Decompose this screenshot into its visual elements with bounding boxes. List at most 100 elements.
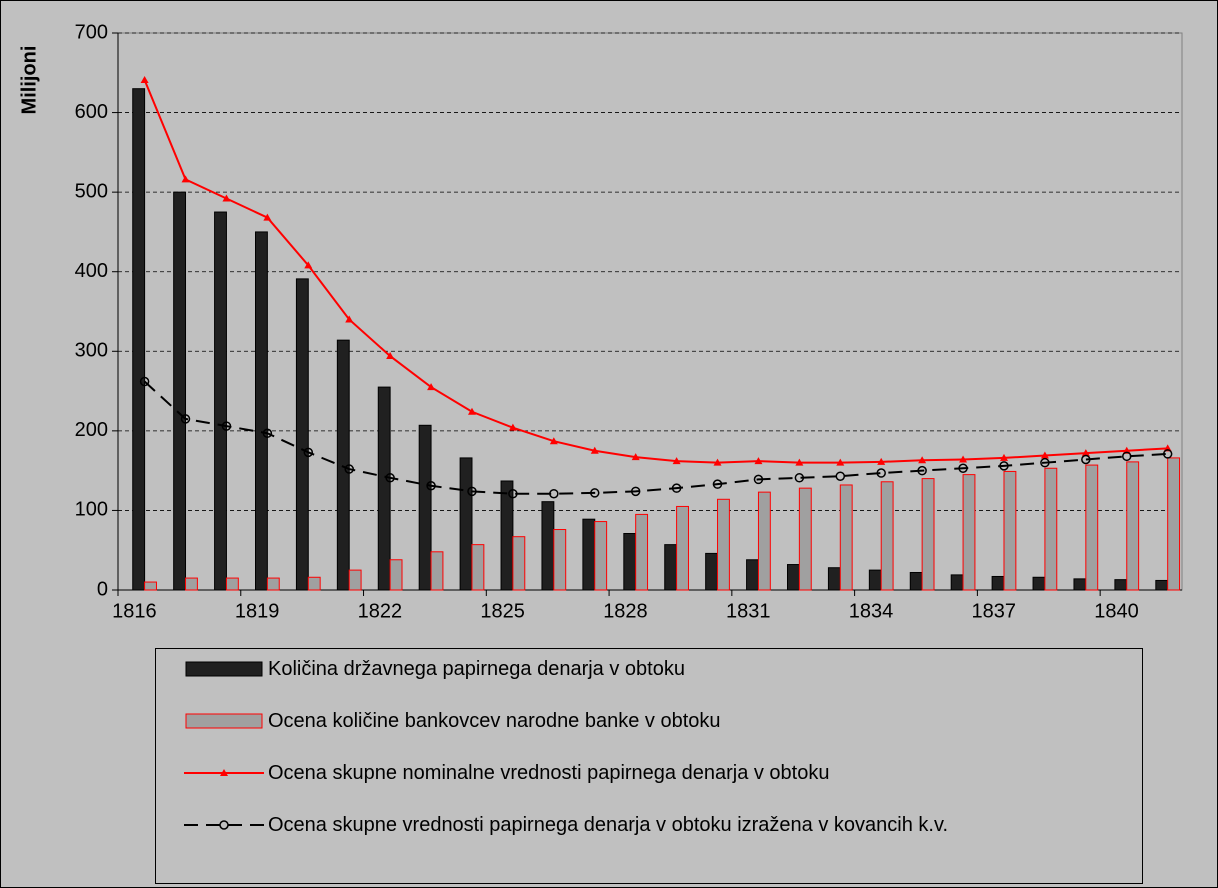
bar: [512, 536, 526, 591]
bar: [827, 567, 841, 591]
y-tick-label: 400: [75, 260, 108, 282]
bar: [1155, 579, 1169, 591]
undefined: [1122, 451, 1132, 462]
legend-entry: Količina državnega papirnega denarja v o…: [184, 657, 1168, 682]
bar: [430, 551, 444, 591]
legend-icon: [184, 769, 264, 776]
undefined: [630, 486, 641, 497]
legend-icon: [185, 661, 263, 677]
bar: [1032, 576, 1046, 591]
undefined: [1040, 451, 1049, 459]
undefined: [1122, 446, 1131, 454]
bar: [991, 575, 1005, 591]
bar: [132, 88, 146, 591]
x-tick-label: 1816: [112, 600, 157, 622]
legend-marker: [219, 820, 229, 830]
legend-label: Ocena skupne nominalne vrednosti papirne…: [268, 762, 830, 784]
bar: [471, 544, 485, 591]
legend: Količina državnega papirnega denarja v o…: [155, 648, 1143, 884]
undefined: [508, 488, 518, 499]
bar: [868, 569, 882, 591]
y-tick-label: 500: [75, 180, 108, 202]
legend-label: Ocena količine bankovcev narodne banke v…: [268, 710, 721, 732]
y-tick-label: 100: [75, 499, 108, 521]
undefined: [1081, 454, 1091, 465]
bar: [377, 386, 391, 591]
undefined: [754, 457, 763, 465]
undefined: [999, 461, 1009, 471]
y-tick-label: 700: [75, 21, 108, 43]
bar: [144, 581, 157, 591]
undefined: [1163, 444, 1172, 452]
undefined: [999, 453, 1008, 461]
bar: [962, 474, 976, 591]
undefined: [426, 481, 436, 491]
bar: [1073, 578, 1087, 591]
undefined: [549, 488, 559, 499]
bar: [389, 559, 403, 591]
undefined: [139, 376, 150, 387]
bar: [1085, 464, 1099, 591]
bar: [798, 487, 812, 591]
legend-label: Količina državnega papirnega denarja v o…: [268, 658, 685, 680]
x-tick-label: 1834: [849, 600, 894, 622]
undefined: [222, 194, 231, 202]
undefined: [304, 261, 313, 269]
x-tick-label: 1819: [235, 600, 280, 622]
bar: [307, 576, 321, 591]
bar: [757, 491, 771, 591]
bar: [664, 544, 678, 591]
undefined: [386, 352, 395, 360]
undefined: [590, 488, 600, 498]
y-tick-label: 200: [75, 419, 108, 441]
undefined: [427, 383, 436, 391]
bar: [459, 457, 473, 591]
legend-swatch: [185, 661, 263, 677]
bar: [582, 518, 596, 591]
bar: [623, 533, 637, 591]
bar: [880, 481, 894, 591]
undefined: [713, 458, 722, 466]
x-tick-label: 1831: [726, 600, 771, 622]
undefined: [549, 437, 558, 445]
undefined: [467, 407, 476, 415]
y-tick-label: 600: [75, 101, 108, 123]
undefined: [508, 423, 517, 431]
bar: [921, 478, 935, 591]
plot-area: [117, 32, 1183, 591]
bar: [173, 191, 187, 591]
undefined: [221, 421, 232, 431]
undefined: [181, 175, 190, 183]
x-tick-label: 1837: [972, 600, 1017, 622]
bar: [787, 564, 800, 591]
legend-entry: Ocena skupne vrednosti papirnega denarja…: [184, 813, 1168, 838]
legend-icon: [184, 820, 264, 830]
x-tick-label: 1822: [358, 600, 403, 622]
undefined: [876, 468, 886, 478]
bar: [1003, 470, 1017, 591]
undefined: [959, 455, 968, 463]
bar: [909, 571, 923, 591]
bar: [746, 559, 759, 591]
undefined: [590, 446, 599, 454]
undefined: [345, 315, 354, 323]
undefined: [712, 479, 723, 489]
undefined: [262, 428, 273, 438]
undefined: [467, 486, 477, 497]
x-tick-label: 1828: [603, 600, 648, 622]
y-tick-label: 0: [97, 578, 108, 600]
bar: [676, 505, 689, 591]
bar: [705, 552, 719, 591]
undefined: [1081, 449, 1090, 457]
undefined: [835, 471, 846, 481]
undefined: [344, 464, 354, 474]
bar: [1126, 461, 1140, 591]
y-tick-label: 300: [75, 340, 108, 362]
bar: [418, 424, 432, 591]
undefined: [877, 457, 886, 465]
line: [143, 380, 1168, 495]
bar: [717, 498, 730, 591]
undefined: [795, 458, 804, 466]
